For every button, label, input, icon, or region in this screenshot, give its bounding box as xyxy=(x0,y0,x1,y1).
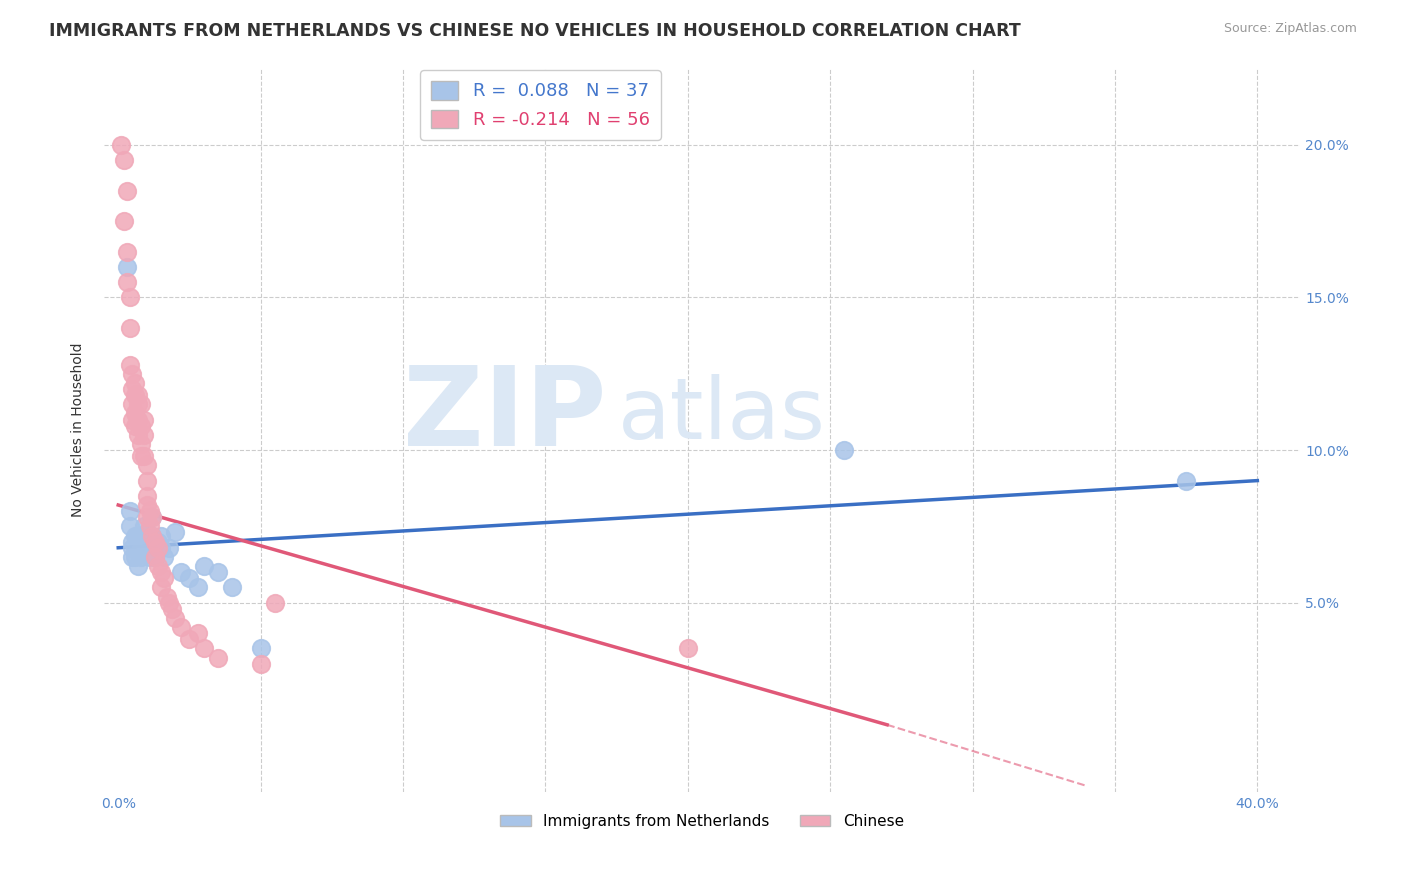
Point xyxy=(149,541,172,555)
Point xyxy=(118,321,141,335)
Legend: Immigrants from Netherlands, Chinese: Immigrants from Netherlands, Chinese xyxy=(494,808,910,835)
Point xyxy=(129,549,152,564)
Point xyxy=(127,388,149,402)
Point xyxy=(132,427,155,442)
Point xyxy=(146,559,169,574)
Point xyxy=(135,458,157,473)
Point xyxy=(207,650,229,665)
Point xyxy=(127,559,149,574)
Point xyxy=(124,407,146,421)
Point xyxy=(141,510,163,524)
Point xyxy=(149,581,172,595)
Text: Source: ZipAtlas.com: Source: ZipAtlas.com xyxy=(1223,22,1357,36)
Point xyxy=(221,581,243,595)
Point xyxy=(127,528,149,542)
Point xyxy=(141,528,163,542)
Point xyxy=(193,641,215,656)
Point xyxy=(138,541,160,555)
Point xyxy=(132,412,155,426)
Point xyxy=(127,397,149,411)
Point xyxy=(121,382,143,396)
Point xyxy=(165,611,187,625)
Point xyxy=(179,571,201,585)
Point xyxy=(156,590,179,604)
Point xyxy=(149,528,172,542)
Point xyxy=(193,559,215,574)
Point xyxy=(135,498,157,512)
Point xyxy=(135,534,157,549)
Point xyxy=(121,534,143,549)
Point xyxy=(112,153,135,167)
Point xyxy=(170,565,193,579)
Point xyxy=(135,474,157,488)
Point xyxy=(129,397,152,411)
Point xyxy=(129,437,152,451)
Point xyxy=(110,137,132,152)
Point xyxy=(138,549,160,564)
Point xyxy=(149,565,172,579)
Point xyxy=(676,641,699,656)
Point xyxy=(138,504,160,518)
Point xyxy=(121,367,143,381)
Point xyxy=(143,534,166,549)
Point xyxy=(127,412,149,426)
Point xyxy=(207,565,229,579)
Point xyxy=(187,581,209,595)
Point xyxy=(143,549,166,564)
Point xyxy=(135,489,157,503)
Point xyxy=(165,525,187,540)
Point xyxy=(146,534,169,549)
Point xyxy=(187,626,209,640)
Y-axis label: No Vehicles in Household: No Vehicles in Household xyxy=(72,343,86,517)
Point xyxy=(162,602,184,616)
Point xyxy=(1175,474,1198,488)
Point xyxy=(121,397,143,411)
Point xyxy=(118,519,141,533)
Point xyxy=(141,528,163,542)
Point xyxy=(179,632,201,647)
Point xyxy=(152,549,174,564)
Point xyxy=(146,541,169,555)
Point xyxy=(118,504,141,518)
Point xyxy=(135,510,157,524)
Point xyxy=(170,620,193,634)
Point xyxy=(121,412,143,426)
Text: ZIP: ZIP xyxy=(404,362,606,469)
Text: atlas: atlas xyxy=(619,375,827,458)
Point xyxy=(115,260,138,274)
Point xyxy=(143,549,166,564)
Point xyxy=(263,596,285,610)
Point xyxy=(152,571,174,585)
Point xyxy=(132,519,155,533)
Point xyxy=(159,596,181,610)
Point xyxy=(124,528,146,542)
Point xyxy=(249,641,271,656)
Point xyxy=(159,541,181,555)
Point xyxy=(115,184,138,198)
Point xyxy=(112,214,135,228)
Point xyxy=(132,534,155,549)
Point xyxy=(115,275,138,289)
Point xyxy=(135,525,157,540)
Text: IMMIGRANTS FROM NETHERLANDS VS CHINESE NO VEHICLES IN HOUSEHOLD CORRELATION CHAR: IMMIGRANTS FROM NETHERLANDS VS CHINESE N… xyxy=(49,22,1021,40)
Point xyxy=(834,443,856,458)
Point xyxy=(124,418,146,433)
Point xyxy=(118,358,141,372)
Point xyxy=(127,427,149,442)
Point xyxy=(132,449,155,463)
Point xyxy=(129,541,152,555)
Point xyxy=(143,541,166,555)
Point xyxy=(124,376,146,390)
Point xyxy=(118,290,141,304)
Point xyxy=(121,549,143,564)
Point xyxy=(141,510,163,524)
Point xyxy=(115,244,138,259)
Point xyxy=(121,541,143,555)
Point xyxy=(138,519,160,533)
Point xyxy=(129,449,152,463)
Point xyxy=(129,418,152,433)
Point xyxy=(124,549,146,564)
Point xyxy=(249,657,271,671)
Point xyxy=(124,388,146,402)
